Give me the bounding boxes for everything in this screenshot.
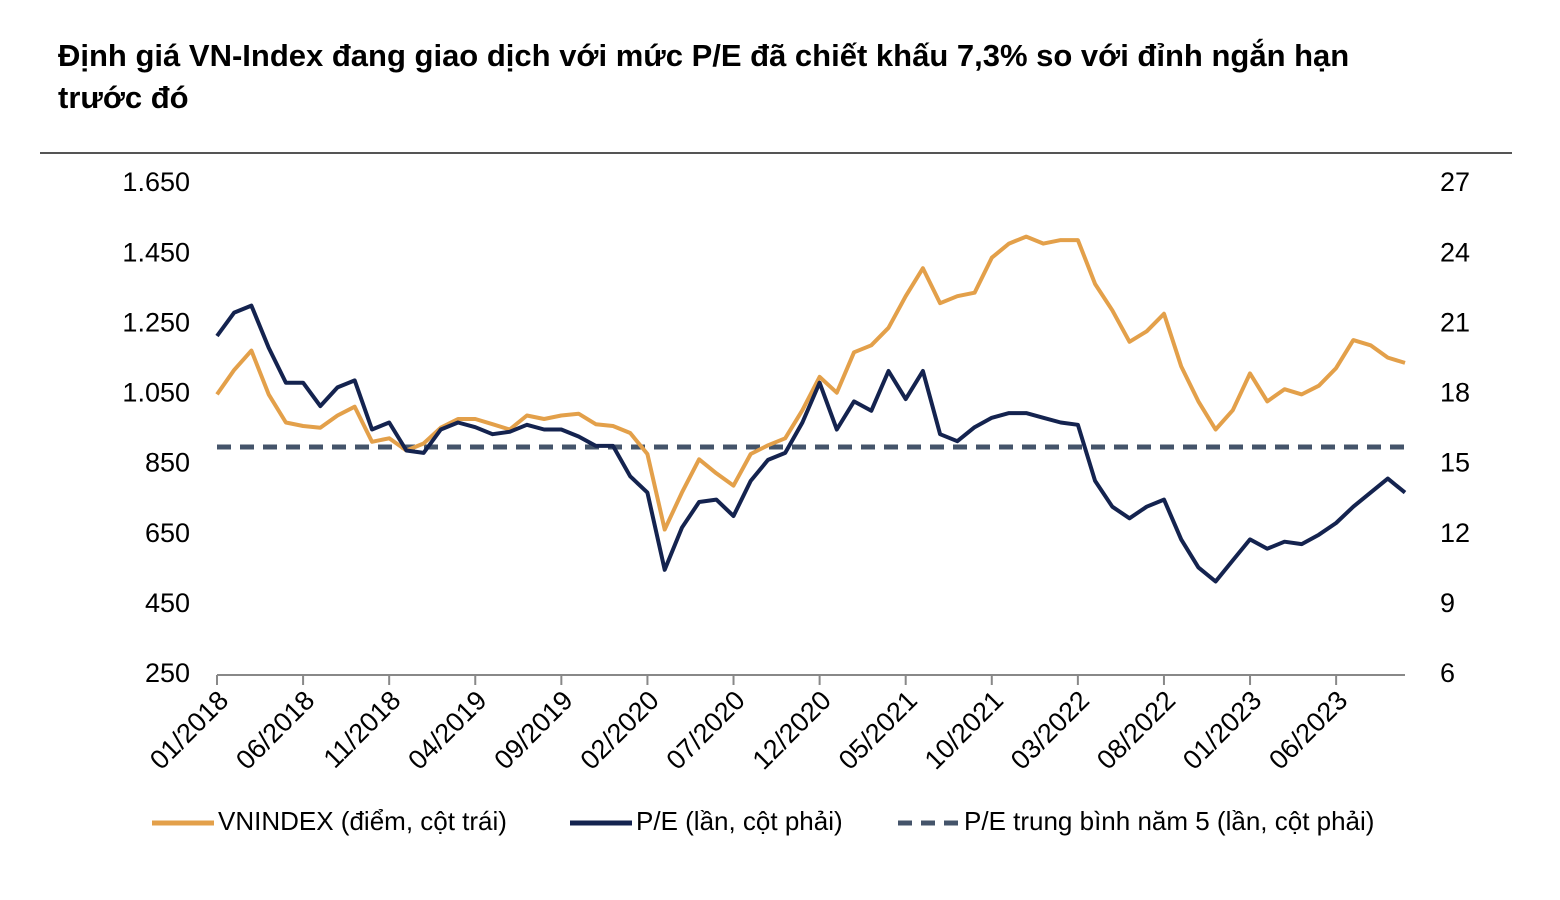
y-tick-label: 850: [145, 448, 190, 478]
y-tick-label: 1.050: [122, 378, 190, 408]
chart-title: Định giá VN-Index đang giao dịch với mức…: [58, 37, 1349, 115]
legend-label: P/E trung bình năm 5 (lần, cột phải): [964, 806, 1374, 836]
legend-label: VNINDEX (điểm, cột trái): [218, 806, 507, 836]
y2-tick-label: 9: [1440, 588, 1455, 618]
y2-tick-label: 27: [1440, 167, 1470, 197]
y-tick-label: 1.650: [122, 167, 190, 197]
y-tick-label: 450: [145, 588, 190, 618]
y2-tick-label: 24: [1440, 237, 1470, 267]
y2-tick-label: 15: [1440, 448, 1470, 478]
y2-tick-label: 21: [1440, 307, 1470, 337]
y-tick-label: 1.450: [122, 237, 190, 267]
y-tick-label: 650: [145, 518, 190, 548]
y2-tick-label: 18: [1440, 378, 1470, 408]
title-line: Định giá VN-Index đang giao dịch với mức…: [58, 37, 1349, 73]
y-tick-label: 1.250: [122, 307, 190, 337]
title-line: trước đó: [58, 80, 189, 115]
series-line: [215, 234, 1406, 532]
legend-label: P/E (lần, cột phải): [636, 806, 843, 836]
y2-tick-label: 12: [1440, 518, 1470, 548]
y-tick-label: 250: [145, 658, 190, 688]
series-line: [215, 303, 1407, 584]
y2-tick-label: 6: [1440, 658, 1455, 688]
